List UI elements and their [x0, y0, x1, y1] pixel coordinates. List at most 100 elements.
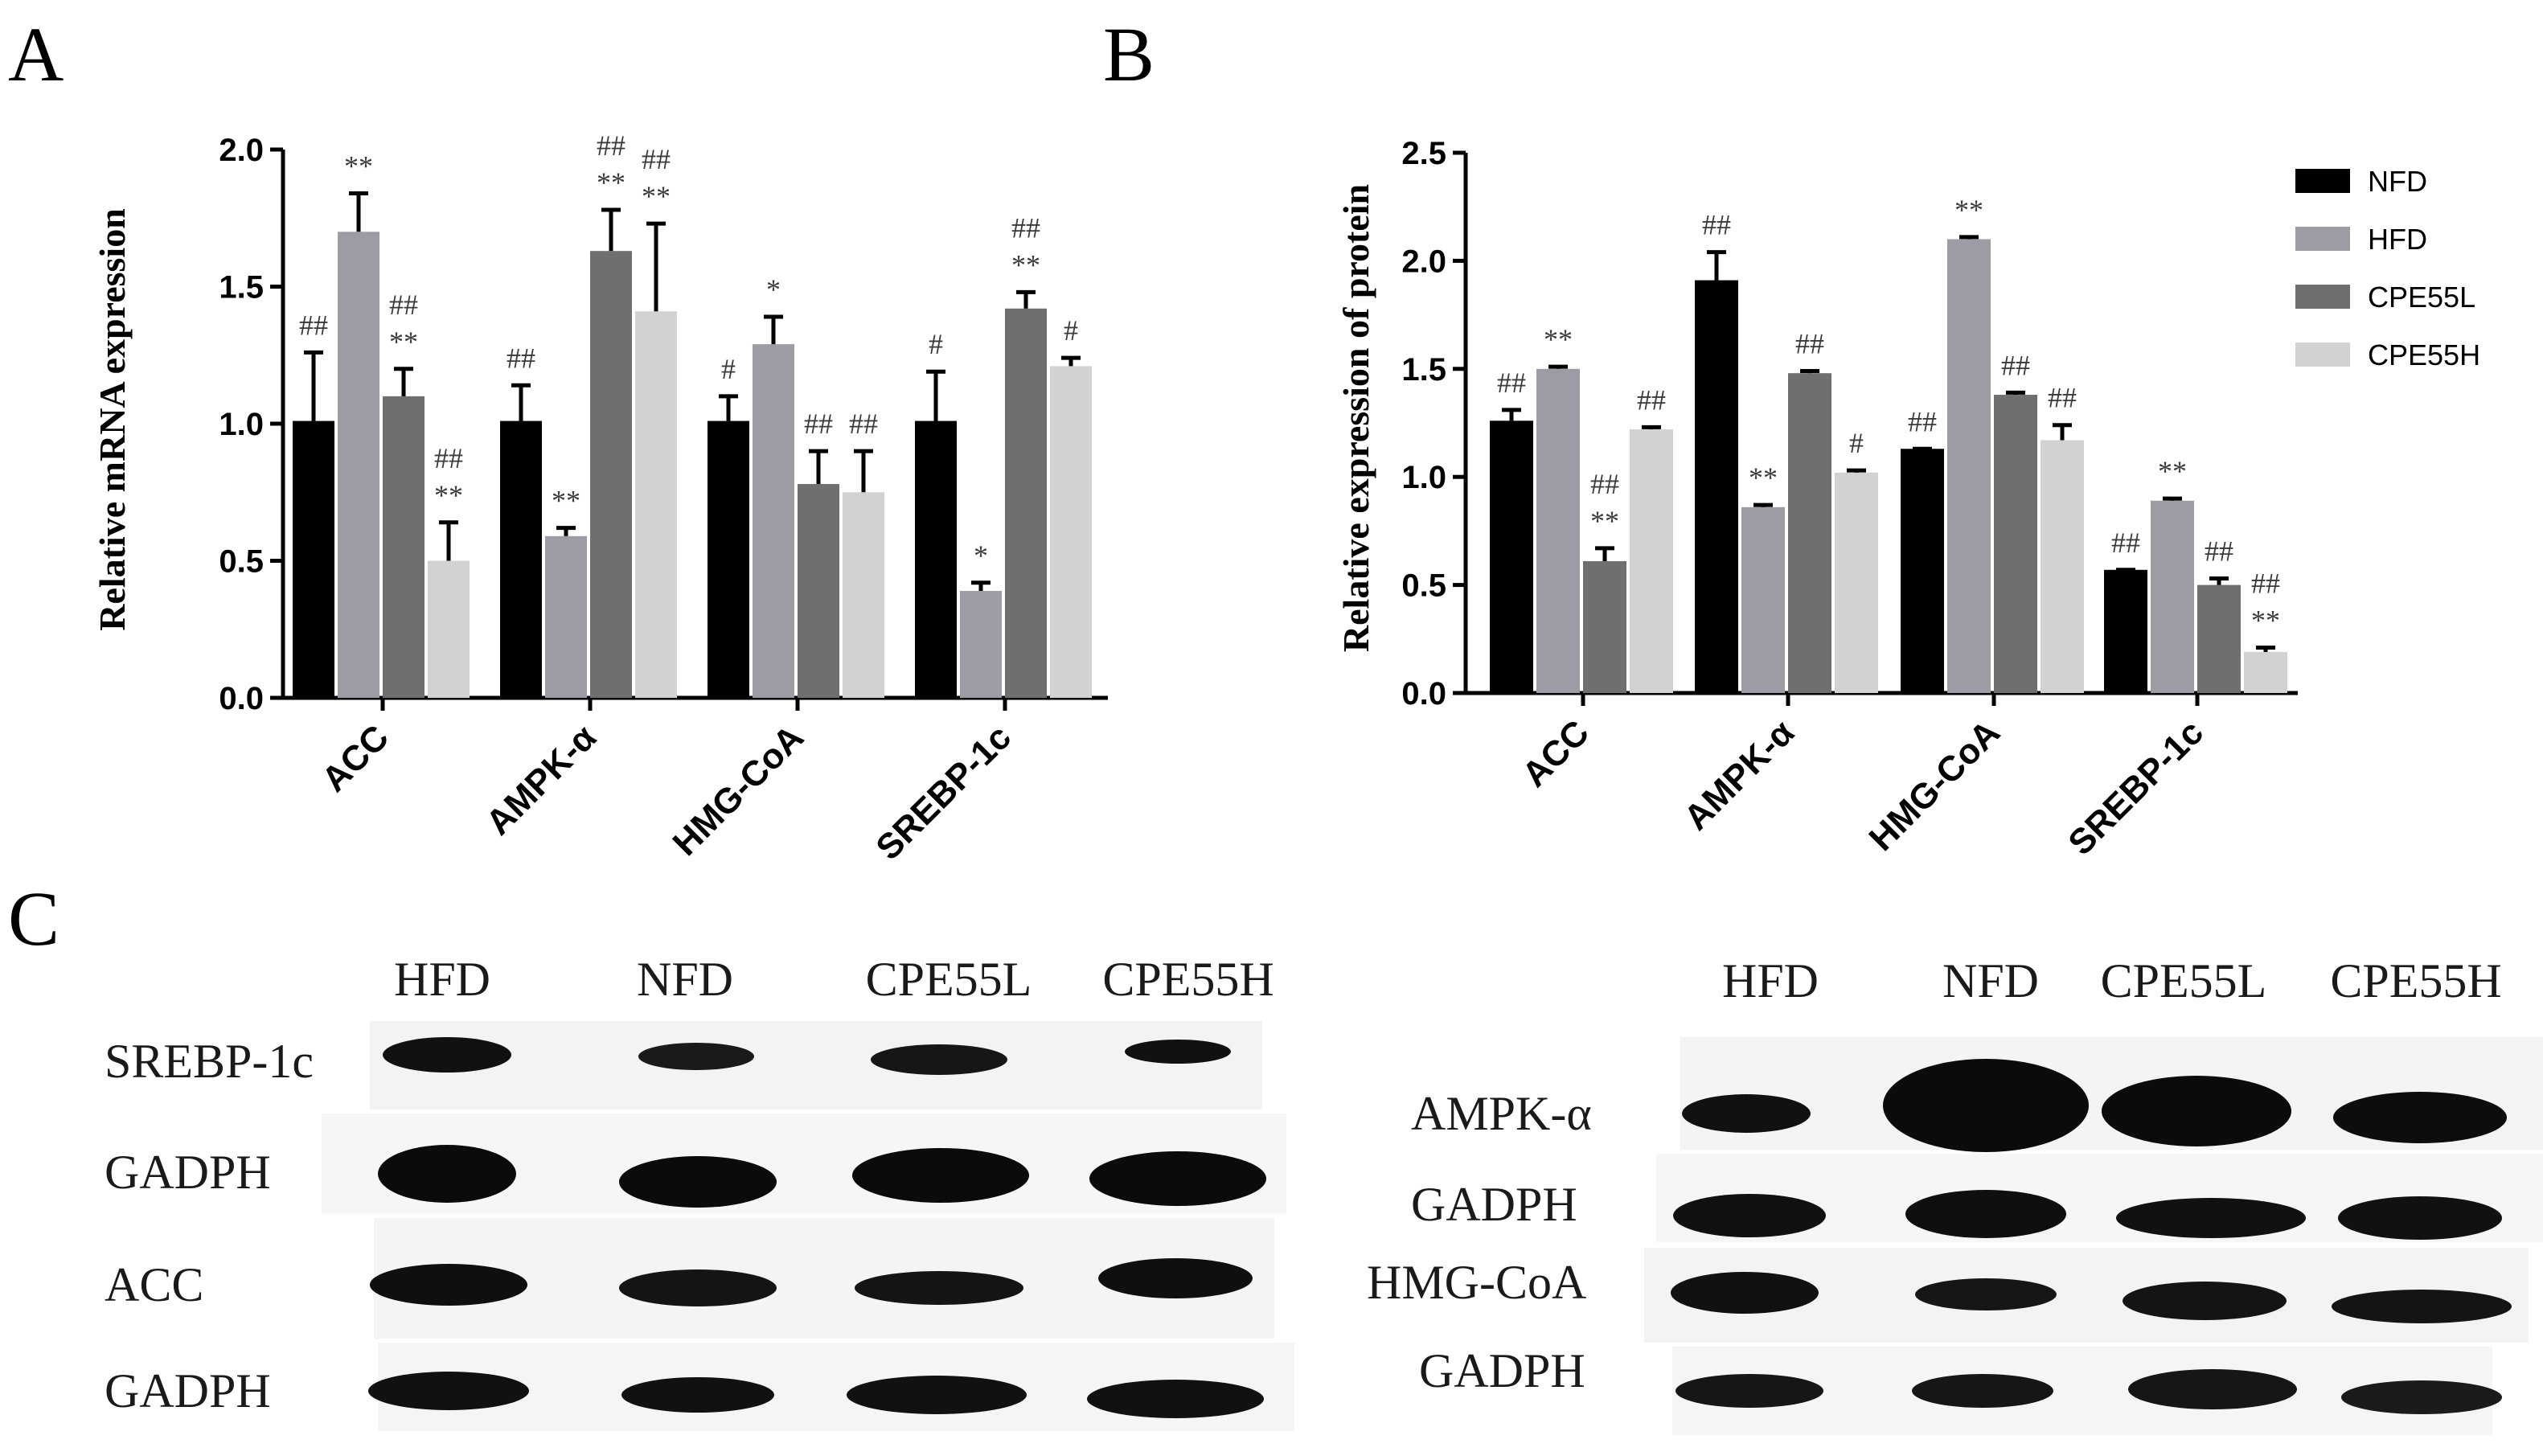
bar-nfd-ampk — [500, 420, 542, 698]
band-ampk-nfd — [1883, 1059, 2089, 1152]
bar-cpe55h-hmg-coa — [2041, 440, 2084, 693]
significance-marker: ## — [1011, 211, 1040, 244]
y-tick-label: 0.5 — [1401, 568, 1446, 604]
blot-right-row-1: AMPK-α — [1411, 1087, 1592, 1140]
significance-marker: ## — [2001, 349, 2030, 381]
legend-swatch-nfd — [2295, 169, 2350, 193]
bar-cpe55l-ampk — [1788, 373, 1831, 693]
chart-a: Relative mRNA expression 0.0 0.5 1.0 1.5 2.0… — [92, 129, 1108, 867]
y-tick-label: 1.0 — [219, 407, 264, 442]
legend-swatch-cpe55l — [2295, 285, 2350, 309]
band-gadph3-cpe55l — [2116, 1198, 2306, 1238]
significance-marker: ** — [1544, 323, 1573, 355]
band-gadph4-hfd — [1676, 1374, 1823, 1408]
blot-left-col-1: HFD — [394, 953, 490, 1006]
blot-right-row-3: HMG-CoA — [1367, 1256, 1586, 1309]
band-hmg-nfd — [1915, 1278, 2057, 1310]
significance-marker: ## — [2048, 382, 2077, 414]
significance-marker: ## — [507, 342, 535, 374]
significance-marker: ** — [1954, 194, 1983, 226]
band-gadph1-hfd — [378, 1145, 516, 1203]
significance-marker: ## — [1497, 367, 1526, 399]
significance-marker: # — [1064, 314, 1078, 347]
significance-marker: ** — [2158, 455, 2187, 487]
legend-label-hfd: HFD — [2368, 223, 2427, 256]
band-srebp-cpe55l — [871, 1044, 1007, 1075]
panel-letter-c: C — [8, 876, 59, 962]
bar-nfd-ampk — [1695, 280, 1738, 693]
blot-left-col-4: CPE55H — [1102, 953, 1274, 1006]
band-acc-nfd — [619, 1269, 777, 1306]
band-gadph2-cpe55h — [1087, 1380, 1264, 1418]
bar-cpe55h-ampk — [1835, 472, 1878, 693]
legend-label-nfd: NFD — [2368, 165, 2427, 198]
panel-letter-a: A — [8, 11, 64, 97]
bar-nfd-hmg-coa — [1901, 449, 1944, 693]
band-gadph4-cpe55l — [2128, 1369, 2297, 1409]
significance-marker: ** — [389, 326, 418, 358]
bar-nfd-acc — [293, 420, 334, 698]
category-label-ampk: AMPK-α — [478, 717, 604, 843]
significance-marker: ## — [434, 442, 463, 474]
y-tick-label: 0.5 — [219, 544, 264, 580]
band-ampk-cpe55h — [2333, 1092, 2507, 1143]
legend-label-cpe55h: CPE55H — [2368, 338, 2480, 371]
chart-b-legend: NFD HFD CPE55L CPE55H — [2295, 165, 2480, 371]
bar-cpe55h-acc — [428, 560, 470, 698]
significance-marker: ## — [849, 408, 878, 440]
y-tick-label: 0.0 — [1401, 676, 1446, 712]
band-gadph3-hfd — [1673, 1194, 1826, 1237]
significance-marker: * — [974, 539, 988, 572]
bar-cpe55l-srebp-1c — [1005, 308, 1047, 698]
band-acc-cpe55h — [1098, 1258, 1253, 1298]
bar-cpe55h-srebp-1c — [1050, 366, 1092, 698]
significance-marker: # — [929, 328, 943, 360]
bar-cpe55l-hmg-coa — [1994, 395, 2037, 693]
bar-hfd-acc — [338, 232, 379, 698]
significance-marker: ** — [434, 479, 463, 511]
bar-hfd-srebp-1c — [960, 591, 1002, 698]
bar-cpe55l-hmg-coa — [798, 484, 839, 698]
bar-nfd-hmg-coa — [708, 420, 749, 698]
category-label-hmg-coa: HMG-CoA — [666, 717, 812, 863]
bar-cpe55l-acc — [1583, 561, 1626, 693]
significance-marker: ## — [1795, 327, 1824, 359]
chart-b: Relative expression of protein 0.0 0.5 1.0… — [1335, 136, 2298, 863]
band-gadph3-nfd — [1905, 1190, 2066, 1238]
significance-marker: ## — [642, 143, 671, 175]
significance-marker: # — [721, 353, 736, 385]
band-gadph1-nfd — [619, 1156, 777, 1208]
significance-marker: ** — [1011, 248, 1040, 281]
band-gadph1-cpe55l — [852, 1148, 1029, 1203]
significance-marker: ** — [597, 166, 625, 199]
blot-right-col-4: CPE55H — [2330, 954, 2501, 1007]
y-tick-label: 0.0 — [219, 681, 264, 716]
category-label-srebp-1c: SREBP-1c — [2061, 712, 2211, 863]
significance-marker: ## — [2205, 535, 2233, 568]
bar-cpe55l-acc — [383, 396, 425, 698]
blot-left-row-1: SREBP-1c — [105, 1035, 314, 1088]
panel-letter-b: B — [1103, 11, 1155, 97]
significance-marker: * — [766, 273, 781, 306]
chart-a-y-axis-label: Relative mRNA expression — [92, 208, 133, 631]
band-hmg-cpe55l — [2123, 1282, 2287, 1320]
significance-marker: ** — [642, 180, 671, 212]
band-hmg-cpe55h — [2332, 1290, 2512, 1323]
band-acc-cpe55l — [855, 1271, 1023, 1305]
band-hmg-hfd — [1671, 1272, 1819, 1314]
band-gadph2-hfd — [368, 1372, 529, 1410]
blot-left-row-3: ACC — [105, 1258, 203, 1311]
bar-cpe55h-srebp-1c — [2244, 651, 2287, 693]
category-label-acc: ACC — [314, 717, 396, 799]
significance-marker: ## — [804, 408, 833, 440]
y-tick-label: 1.5 — [219, 270, 264, 306]
bar-nfd-srebp-1c — [915, 420, 957, 698]
bar-hfd-hmg-coa — [753, 344, 794, 698]
bar-cpe55h-acc — [1630, 429, 1673, 693]
bar-nfd-acc — [1490, 420, 1533, 693]
significance-marker: ** — [2251, 605, 2280, 637]
significance-marker: ## — [1590, 468, 1619, 500]
blot-left-col-2: NFD — [637, 953, 733, 1006]
blot-left-col-3: CPE55L — [866, 953, 1032, 1006]
legend-label-cpe55l: CPE55L — [2368, 281, 2475, 314]
